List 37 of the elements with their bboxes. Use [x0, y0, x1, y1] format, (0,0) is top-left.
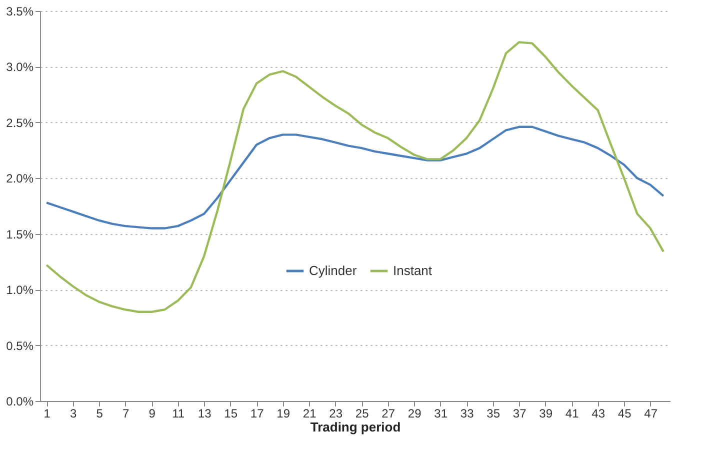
x-tick-label: 21 [302, 406, 317, 420]
x-tick-label: 37 [512, 406, 527, 420]
x-tick-label: 23 [329, 406, 343, 420]
x-tick-label: 39 [539, 406, 553, 420]
y-tick-label: 3.0% [6, 60, 34, 74]
x-tick-label: 3 [70, 406, 77, 420]
y-tick-label: 2.5% [6, 116, 34, 130]
x-tick-label: 11 [172, 406, 185, 420]
y-tick-label: 3.5% [6, 4, 34, 18]
x-tick-label: 19 [276, 406, 290, 420]
legend-label: Cylinder [309, 263, 358, 278]
x-tick-label: 25 [355, 406, 370, 420]
y-tick-label: 0.5% [6, 338, 34, 353]
x-tick-label: 43 [592, 406, 606, 420]
x-tick-label: 29 [408, 406, 422, 420]
y-tick-label: 2.0% [6, 172, 34, 186]
x-tick-label: 41 [565, 406, 580, 420]
x-tick-label: 9 [148, 406, 156, 420]
line-series [45, 126, 665, 230]
y-tick-label: 1.0% [6, 283, 34, 298]
line-series [45, 41, 665, 313]
x-tick-label: 35 [486, 406, 500, 420]
x-tick-label: 33 [460, 406, 474, 420]
x-tick-label: 7 [122, 406, 130, 420]
x-tick-label: 15 [224, 406, 238, 420]
x-tick-label: 31 [434, 406, 448, 420]
x-tick-label: 17 [250, 406, 264, 420]
legend-label: Instant [393, 263, 432, 278]
x-tick-label: 1 [44, 406, 51, 420]
y-tick-label: 1.5% [6, 227, 34, 242]
x-tick-label: 27 [382, 406, 396, 420]
x-tick-label: 13 [198, 406, 212, 420]
x-tick-label: 5 [96, 406, 104, 420]
y-tick-label: 0.0% [6, 394, 34, 408]
x-axis-title: Trading period [310, 420, 401, 434]
x-tick-label: 45 [618, 406, 632, 420]
x-tick-label: 47 [644, 406, 658, 420]
